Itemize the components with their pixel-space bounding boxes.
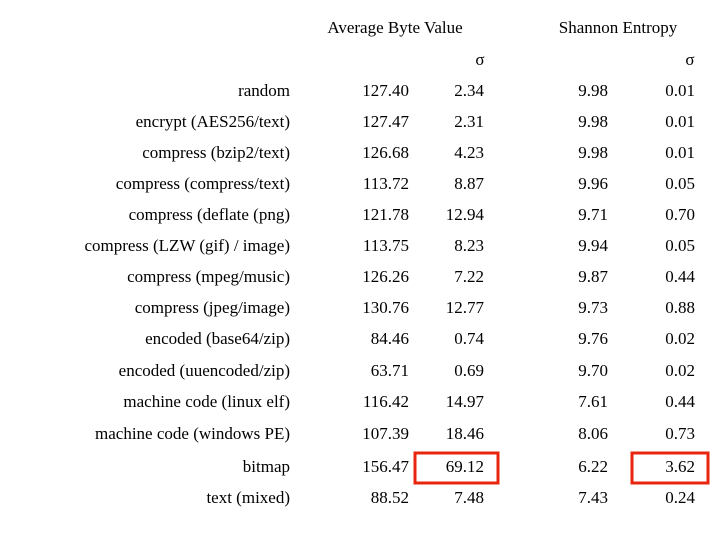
row-label: compress (compress/text) bbox=[116, 174, 290, 193]
average-sigma: 0.69 bbox=[454, 361, 484, 380]
entropy-value: 9.70 bbox=[578, 361, 608, 380]
average-value: 127.47 bbox=[362, 112, 409, 131]
entropy-value: 7.43 bbox=[578, 488, 608, 507]
average-sigma: 4.23 bbox=[454, 143, 484, 162]
entropy-value: 9.87 bbox=[578, 267, 608, 286]
average-sigma: 7.48 bbox=[454, 488, 484, 507]
average-sigma: 2.31 bbox=[454, 112, 484, 131]
average-value: 156.47 bbox=[362, 457, 409, 476]
entropy-sigma: 0.01 bbox=[665, 143, 695, 162]
column-header: Average Byte Value bbox=[327, 18, 462, 37]
average-value: 113.75 bbox=[363, 236, 409, 255]
entropy-sigma: 0.05 bbox=[665, 236, 695, 255]
average-sigma: 8.23 bbox=[454, 236, 484, 255]
entropy-sigma: 0.70 bbox=[665, 205, 695, 224]
average-value: 107.39 bbox=[362, 424, 409, 443]
average-sigma: 12.77 bbox=[446, 298, 485, 317]
row-label: encoded (base64/zip) bbox=[145, 329, 290, 348]
average-value: 84.46 bbox=[371, 329, 409, 348]
entropy-value: 9.94 bbox=[578, 236, 608, 255]
average-value: 126.68 bbox=[362, 143, 409, 162]
average-value: 63.71 bbox=[371, 361, 409, 380]
entropy-value: 9.76 bbox=[578, 329, 608, 348]
entropy-value: 9.98 bbox=[578, 143, 608, 162]
row-label: encoded (uuencoded/zip) bbox=[119, 361, 290, 380]
entropy-sigma: 0.01 bbox=[665, 112, 695, 131]
column-subheader: σ bbox=[685, 50, 694, 69]
average-value: 116.42 bbox=[363, 392, 409, 411]
average-value: 113.72 bbox=[363, 174, 409, 193]
average-sigma: 8.87 bbox=[454, 174, 484, 193]
entropy-sigma: 0.01 bbox=[665, 81, 695, 100]
entropy-value: 9.73 bbox=[578, 298, 608, 317]
entropy-value: 8.06 bbox=[578, 424, 608, 443]
entropy-sigma: 3.62 bbox=[665, 457, 695, 476]
average-value: 126.26 bbox=[362, 267, 409, 286]
average-value: 88.52 bbox=[371, 488, 409, 507]
entropy-sigma: 0.88 bbox=[665, 298, 695, 317]
entropy-value: 9.98 bbox=[578, 81, 608, 100]
column-header: Shannon Entropy bbox=[559, 18, 678, 37]
entropy-sigma: 0.44 bbox=[665, 267, 695, 286]
row-label: encrypt (AES256/text) bbox=[136, 112, 290, 131]
row-label: random bbox=[238, 81, 290, 100]
average-sigma: 69.12 bbox=[446, 457, 484, 476]
average-sigma: 12.94 bbox=[446, 205, 485, 224]
average-sigma: 0.74 bbox=[454, 329, 484, 348]
row-label: compress (mpeg/music) bbox=[127, 267, 290, 286]
entropy-value: 9.71 bbox=[578, 205, 608, 224]
row-label: text (mixed) bbox=[206, 488, 290, 507]
entropy-sigma: 0.05 bbox=[665, 174, 695, 193]
entropy-sigma: 0.24 bbox=[665, 488, 695, 507]
column-subheader: σ bbox=[475, 50, 484, 69]
entropy-sigma: 0.44 bbox=[665, 392, 695, 411]
average-sigma: 14.97 bbox=[446, 392, 485, 411]
entropy-value: 9.98 bbox=[578, 112, 608, 131]
entropy-value: 9.96 bbox=[578, 174, 608, 193]
average-value: 121.78 bbox=[362, 205, 409, 224]
entropy-value: 7.61 bbox=[578, 392, 608, 411]
row-label: compress (LZW (gif) / image) bbox=[84, 236, 290, 255]
average-sigma: 18.46 bbox=[446, 424, 484, 443]
average-value: 130.76 bbox=[362, 298, 409, 317]
entropy-value: 6.22 bbox=[578, 457, 608, 476]
average-sigma: 7.22 bbox=[454, 267, 484, 286]
average-value: 127.40 bbox=[362, 81, 409, 100]
entropy-sigma: 0.02 bbox=[665, 361, 695, 380]
highlight-box bbox=[630, 451, 710, 485]
average-sigma: 2.34 bbox=[454, 81, 484, 100]
highlight-box bbox=[413, 451, 500, 485]
entropy-sigma: 0.73 bbox=[665, 424, 695, 443]
entropy-sigma: 0.02 bbox=[665, 329, 695, 348]
row-label: compress (bzip2/text) bbox=[142, 143, 290, 162]
row-label: machine code (windows PE) bbox=[95, 424, 290, 443]
row-label: machine code (linux elf) bbox=[123, 392, 290, 411]
row-label: bitmap bbox=[243, 457, 290, 476]
row-label: compress (jpeg/image) bbox=[135, 298, 290, 317]
row-label: compress (deflate (png) bbox=[129, 205, 290, 224]
